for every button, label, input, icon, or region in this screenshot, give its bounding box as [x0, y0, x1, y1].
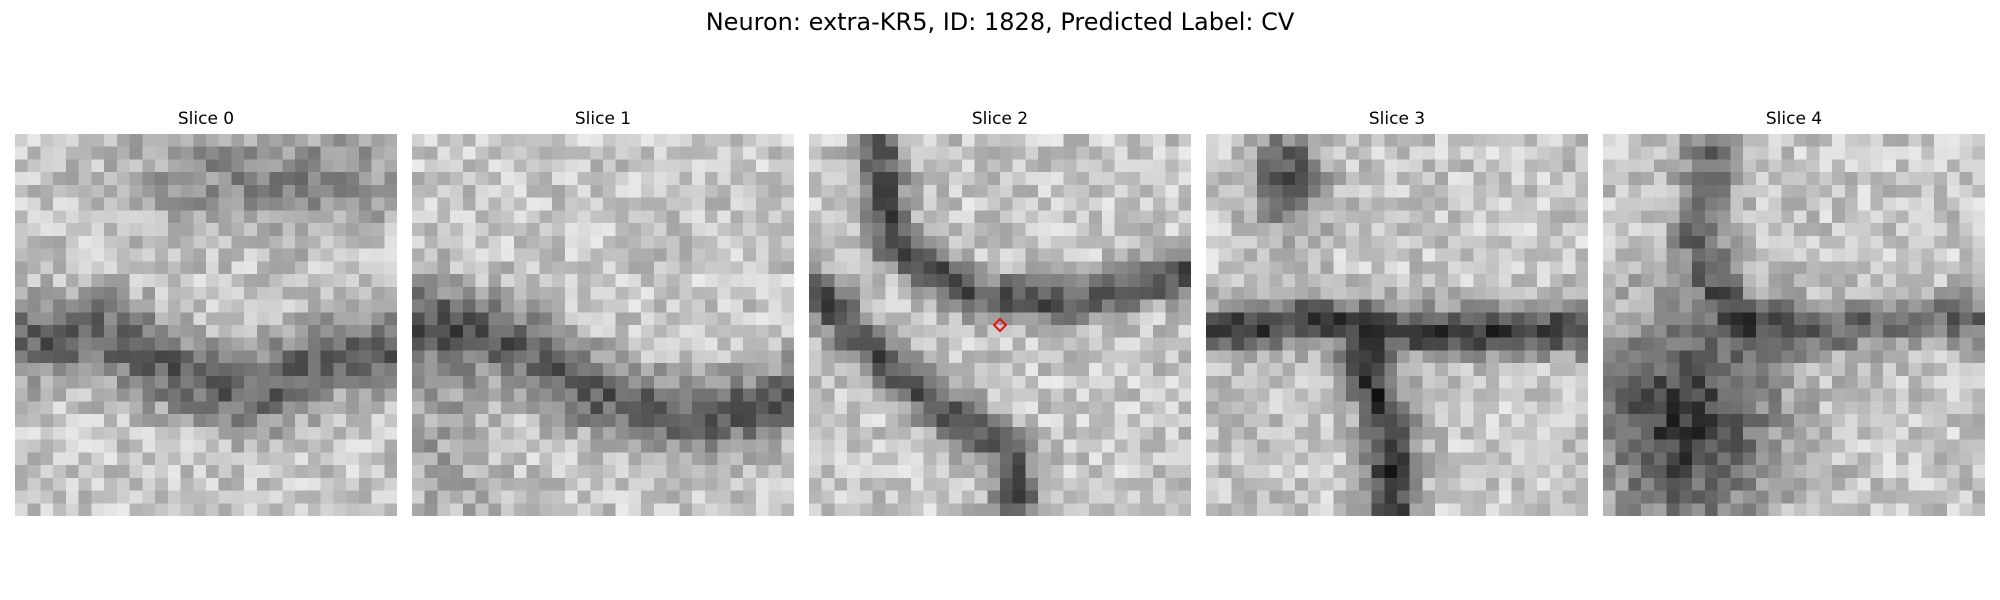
slice-panel-4: Slice 4: [1603, 108, 1985, 516]
center-marker-icon: [993, 318, 1007, 332]
slice-title: Slice 0: [177, 109, 235, 129]
slice-title: Slice 3: [1368, 109, 1426, 129]
slice-title: Slice 4: [1765, 109, 1823, 129]
figure-title: Neuron: extra-KR5, ID: 1828, Predicted L…: [705, 8, 1295, 36]
slice-panel-2: Slice 2: [809, 108, 1191, 516]
slice-title: Slice 2: [971, 109, 1029, 129]
slice-image: [1603, 134, 1985, 516]
slice-image: [1206, 134, 1588, 516]
slice-title: Slice 1: [574, 109, 632, 129]
slice-panel-0: Slice 0: [15, 108, 397, 516]
slice-image: [809, 134, 1191, 516]
slice-image: [412, 134, 794, 516]
slice-panel-1: Slice 1: [412, 108, 794, 516]
slice-image: [15, 134, 397, 516]
slice-panel-3: Slice 3: [1206, 108, 1588, 516]
